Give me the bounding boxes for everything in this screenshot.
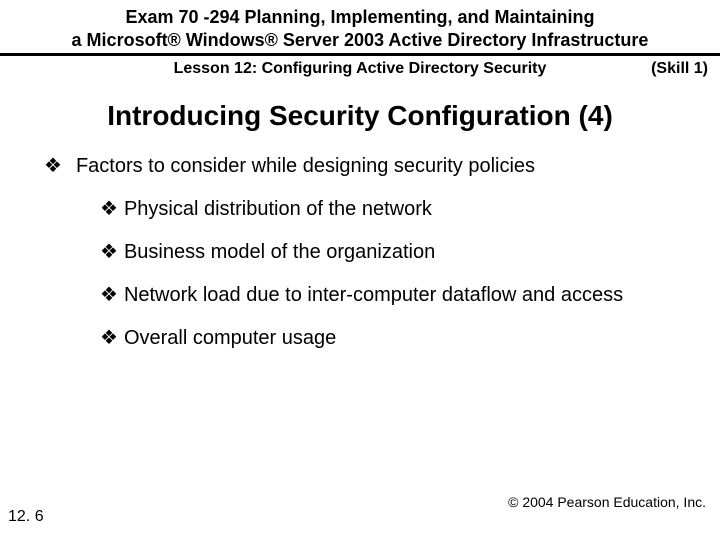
page-number: 12. 6 — [8, 508, 44, 526]
bullet-level2: ❖ Business model of the organization — [100, 240, 684, 265]
bullet-level2: ❖ Network load due to inter-computer dat… — [100, 283, 684, 308]
header-rule — [0, 53, 720, 56]
diamond-bullet-icon: ❖ — [100, 240, 118, 265]
copyright: © 2004 Pearson Education, Inc. — [508, 494, 706, 510]
diamond-bullet-icon: ❖ — [100, 283, 118, 308]
subitems: ❖ Physical distribution of the network ❖… — [44, 197, 684, 351]
subheader: Lesson 12: Configuring Active Directory … — [0, 60, 720, 86]
bullet-level1-text: Factors to consider while designing secu… — [76, 154, 535, 179]
slide-body: ❖ Factors to consider while designing se… — [0, 154, 720, 351]
lesson-label: Lesson 12: Configuring Active Directory … — [0, 60, 720, 78]
slide: Exam 70 -294 Planning, Implementing, and… — [0, 0, 720, 540]
bullet-level2-text: Overall computer usage — [124, 326, 336, 351]
bullet-level2-text: Network load due to inter-computer dataf… — [124, 283, 623, 308]
slide-title: Introducing Security Configuration (4) — [0, 100, 720, 132]
diamond-bullet-icon: ❖ — [44, 154, 62, 179]
bullet-level2: ❖ Physical distribution of the network — [100, 197, 684, 222]
bullet-level2-text: Physical distribution of the network — [124, 197, 432, 222]
course-header: Exam 70 -294 Planning, Implementing, and… — [0, 0, 720, 51]
bullet-level2: ❖ Overall computer usage — [100, 326, 684, 351]
course-header-line2: a Microsoft® Windows® Server 2003 Active… — [0, 29, 720, 52]
bullet-level1: ❖ Factors to consider while designing se… — [44, 154, 684, 179]
course-header-line1: Exam 70 -294 Planning, Implementing, and… — [0, 6, 720, 29]
diamond-bullet-icon: ❖ — [100, 197, 118, 222]
skill-label: (Skill 1) — [651, 60, 708, 78]
bullet-level2-text: Business model of the organization — [124, 240, 435, 265]
diamond-bullet-icon: ❖ — [100, 326, 118, 351]
